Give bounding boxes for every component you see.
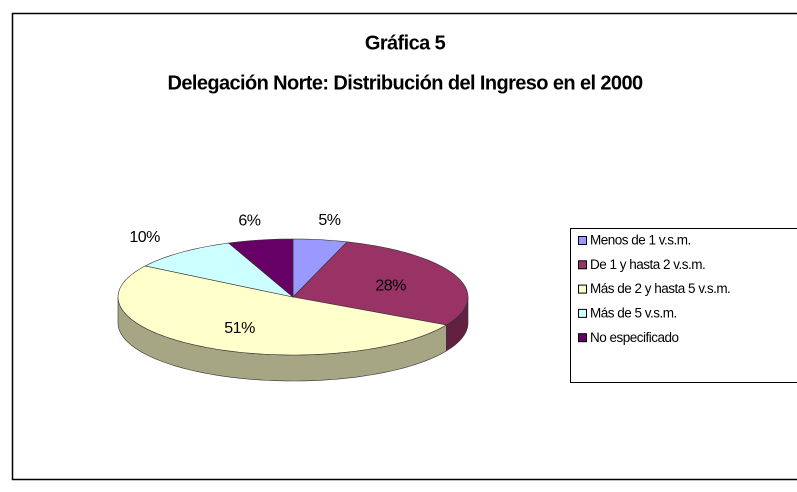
legend-label: Menos de 1 v.s.m. <box>590 233 691 248</box>
data-label: 10% <box>129 229 160 246</box>
legend-box <box>570 228 797 383</box>
data-label: 51% <box>224 320 255 337</box>
pie-slice <box>144 242 294 298</box>
legend-swatch <box>578 333 587 343</box>
legend-label: No especificado <box>590 330 679 345</box>
chart-subtitle: Delegación Norte: Distribución del Ingre… <box>168 72 643 94</box>
legend-swatch <box>578 284 587 294</box>
legend-label: Más de 5 v.s.m. <box>590 305 677 320</box>
chart-title: Gráfica 5 <box>365 32 446 54</box>
pie-slice <box>117 265 448 356</box>
legend-label: Más de 2 y hasta 5 v.s.m. <box>590 281 730 296</box>
legend-label: De 1 y hasta 2 v.s.m. <box>590 257 705 272</box>
legend-swatch <box>578 260 587 270</box>
legend-swatch <box>578 308 587 318</box>
pie-slice <box>227 238 294 298</box>
data-label: 5% <box>318 212 340 229</box>
data-label: 6% <box>238 212 260 229</box>
pie-slice <box>292 241 469 326</box>
pie-slice <box>292 238 348 298</box>
data-label: 28% <box>375 277 406 294</box>
legend-swatch <box>578 236 587 245</box>
